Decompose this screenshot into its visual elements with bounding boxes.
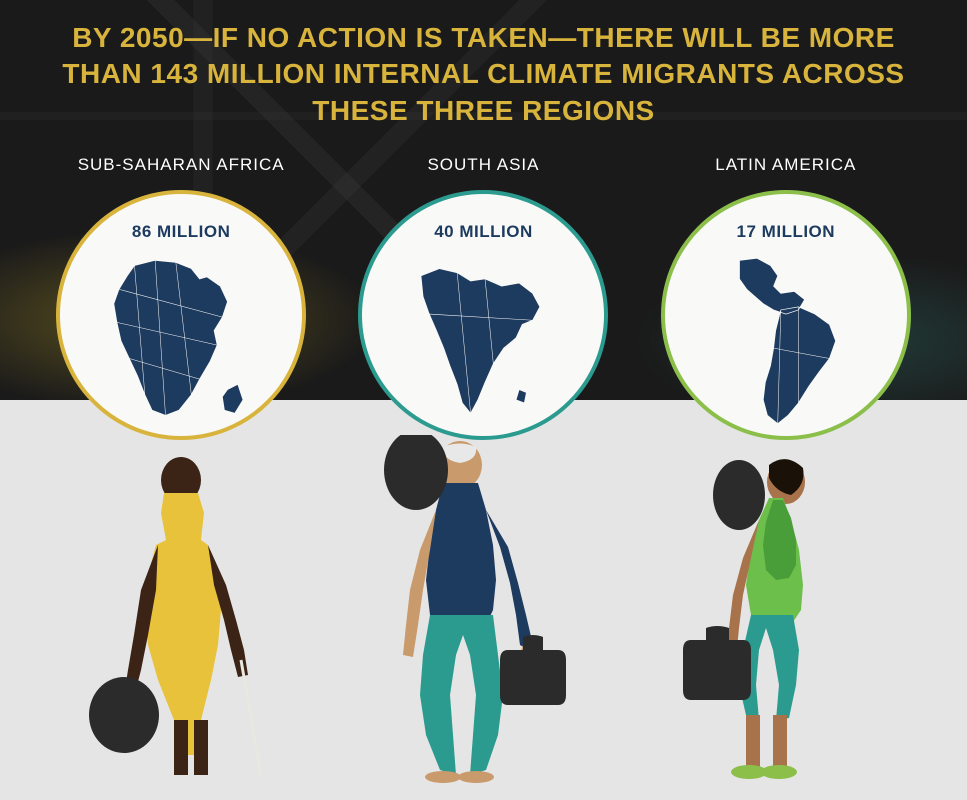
region-value: 17 MILLION [737,222,836,242]
region-sub-saharan-africa: SUB-SAHARAN AFRICA 86 MILLION [41,155,321,440]
region-value: 40 MILLION [434,222,533,242]
region-circle: 86 MILLION [56,190,306,440]
regions-row: SUB-SAHARAN AFRICA 86 MILLION SOUTH ASIA… [0,155,967,440]
africa-map-icon [60,250,302,436]
figure-south-asian-migrant [353,435,613,785]
headline: BY 2050—IF NO ACTION IS TAKEN—THERE WILL… [0,20,967,129]
south-asia-map-icon [362,250,604,436]
region-latin-america: LATIN AMERICA 17 MILLION [646,155,926,440]
latin-america-map-icon [665,250,907,436]
region-label: LATIN AMERICA [646,155,926,175]
figure-african-migrant [71,445,331,785]
region-value: 86 MILLION [132,222,231,242]
figure-latin-american-migrant [636,440,896,785]
region-circle: 40 MILLION [358,190,608,440]
region-south-asia: SOUTH ASIA 40 MILLION [343,155,623,440]
people-row [0,435,967,785]
climate-migrants-infographic: BY 2050—IF NO ACTION IS TAKEN—THERE WILL… [0,0,967,800]
region-label: SUB-SAHARAN AFRICA [41,155,321,175]
region-circle: 17 MILLION [661,190,911,440]
region-label: SOUTH ASIA [343,155,623,175]
